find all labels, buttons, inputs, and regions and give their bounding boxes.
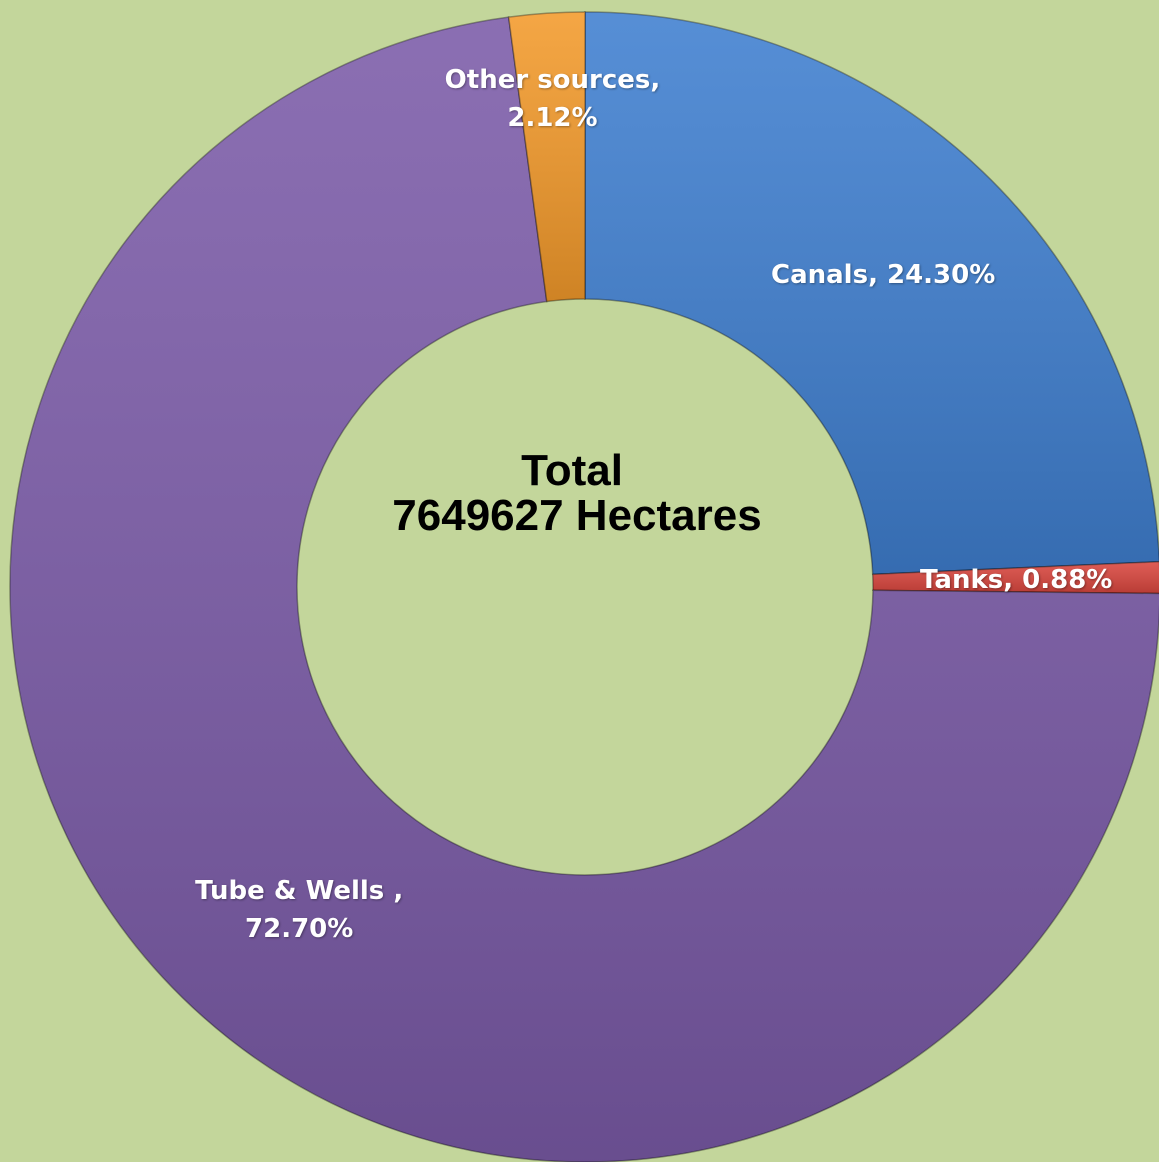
donut [9, 11, 1159, 1162]
labels: Canals, 24.30% Tanks, 0.88% Tube & Wells ,… [195, 65, 1113, 944]
data-label-box: Canals, 24.30% [771, 260, 996, 291]
data-label: Tanks, 0.88% [920, 564, 1113, 595]
data-label: Other sources, 2.12% [444, 65, 661, 134]
data-label: Tube & Wells , 72.70% [195, 875, 404, 944]
data-label-box: Other sources, 2.12% [444, 65, 661, 134]
data-label-box: Tanks, 0.88% [920, 564, 1113, 595]
slice-shade [10, 17, 1159, 1162]
center-title: Total [521, 446, 623, 495]
data-label-box: Tube & Wells , 72.70% [195, 875, 404, 944]
slice-shade [585, 12, 1159, 575]
slice-shade [508, 12, 585, 302]
slice-shade [872, 561, 1159, 594]
data-label: Canals, 24.30% [771, 260, 996, 291]
center-total: 7649627 Hectares [392, 491, 761, 540]
